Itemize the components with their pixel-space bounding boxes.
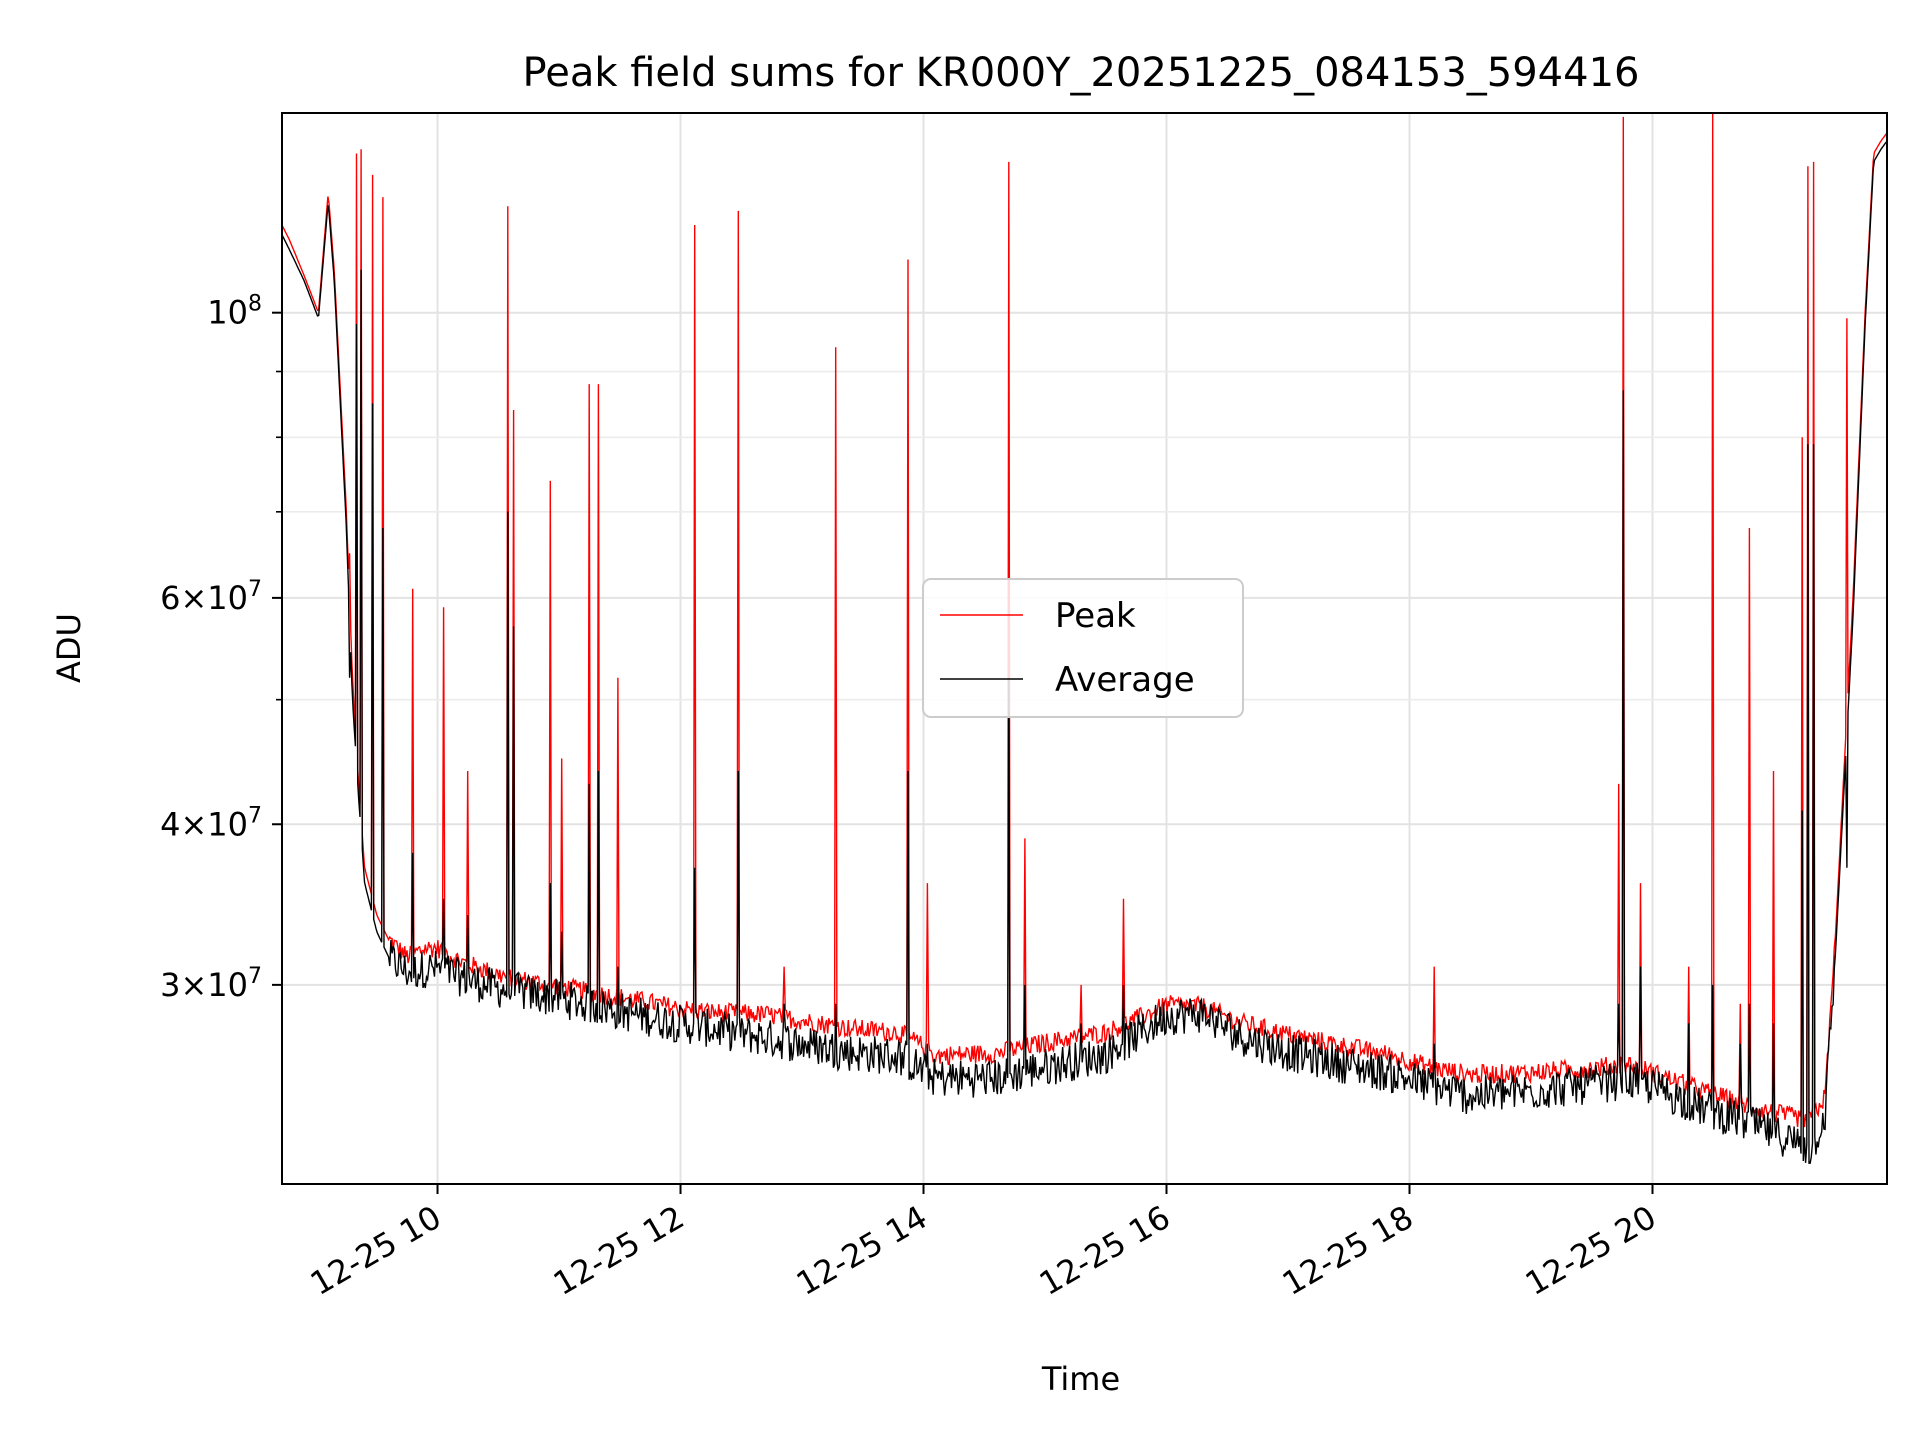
y-axis-ticks: 3×107 4×107 6×107 108 (160, 292, 282, 1004)
y-tick-label: 4×107 (160, 803, 262, 843)
plot-area (282, 113, 1887, 1164)
series-average-line (282, 140, 1887, 1164)
y-tick-label: 3×107 (160, 964, 262, 1004)
series-peak-line (282, 113, 1887, 1128)
y-tick-label: 6×107 (160, 577, 262, 617)
legend-box (922, 578, 1244, 718)
plot-frame (281, 112, 1888, 1185)
y-tick-label: 108 (207, 292, 262, 332)
chart-title: Peak field sums for KR000Y_20251225_0841… (523, 50, 1640, 96)
y-axis-label: ADU (50, 613, 88, 683)
legend-label-peak: Peak (1055, 596, 1136, 636)
axes (281, 112, 1888, 1185)
legend-label-average: Average (1055, 660, 1195, 700)
legend: Peak Average (922, 578, 1244, 718)
x-axis-label: Time (1041, 1360, 1120, 1398)
